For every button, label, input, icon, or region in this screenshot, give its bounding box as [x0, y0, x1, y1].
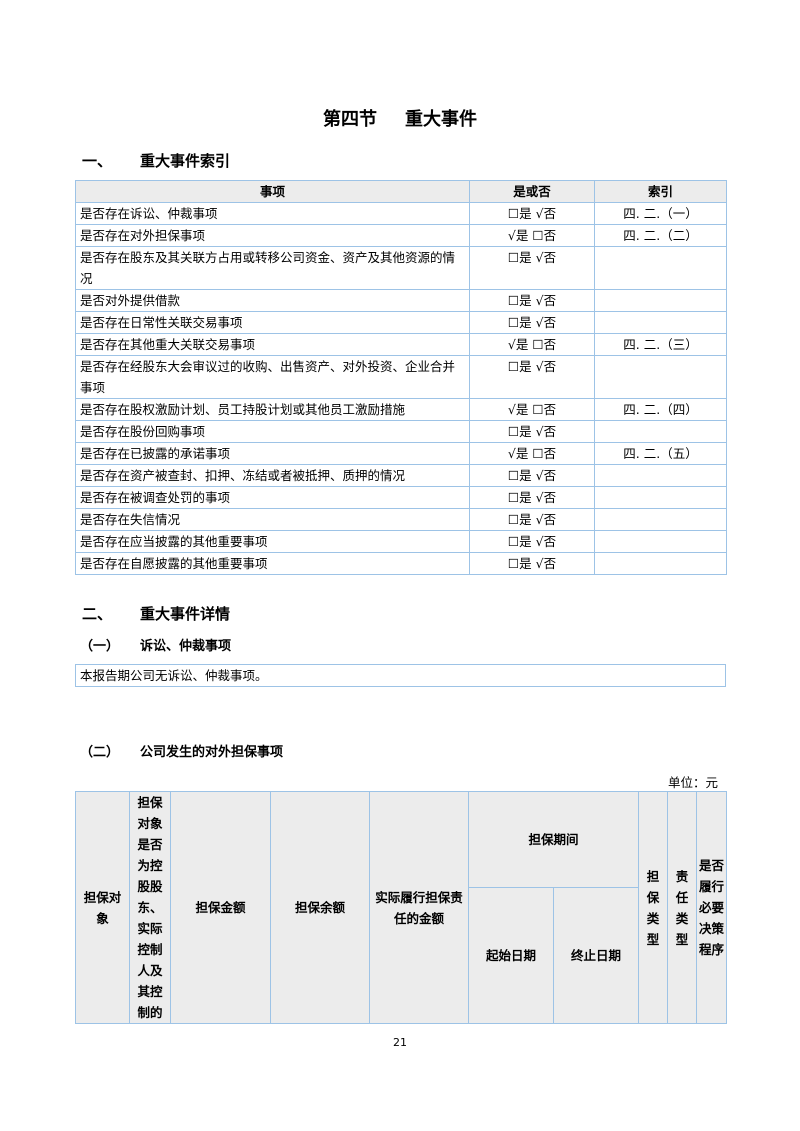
- row-index: 四. 二.（四）: [594, 398, 727, 421]
- part1-title: 重大事件索引: [140, 152, 231, 170]
- table-row: 是否存在诉讼、仲裁事项 ☐是 √否 四. 二.（一）: [75, 202, 727, 225]
- row-index: [594, 289, 727, 312]
- header-related: 担保对象是否为控股股东、实际控制人及其控制的: [129, 791, 171, 1024]
- row-item: 是否存在资产被查封、扣押、冻结或者被抵押、质押的情况: [75, 464, 470, 487]
- row-yes-no: √是 ☐否: [469, 224, 595, 247]
- row-item: 是否存在股权激励计划、员工持股计划或其他员工激励措施: [75, 398, 470, 421]
- row-index: [594, 530, 727, 553]
- row-yes-no: √是 ☐否: [469, 333, 595, 356]
- header-period: 担保期间: [467, 790, 640, 889]
- row-index: 四. 二.（三）: [594, 333, 727, 356]
- table-row: 是否存在日常性关联交易事项 ☐是 √否: [75, 311, 727, 334]
- header-procedure: 是否履行必要决策程序: [696, 791, 728, 1024]
- row-index: [594, 508, 727, 531]
- row-index: [594, 420, 727, 443]
- row-item: 是否对外提供借款: [75, 289, 470, 312]
- header-liability: 责任类型: [667, 791, 698, 1024]
- table-row: 是否对外提供借款 ☐是 √否: [75, 289, 727, 312]
- row-item: 是否存在股份回购事项: [75, 420, 470, 443]
- sub1-number: （一）: [80, 639, 120, 654]
- row-index: 四. 二.（一）: [594, 202, 727, 225]
- sub1-title: 诉讼、仲裁事项: [140, 639, 232, 654]
- sub2-title: 公司发生的对外担保事项: [140, 745, 284, 760]
- row-yes-no: √是 ☐否: [469, 442, 595, 465]
- section-title: 第四节 重大事件: [0, 105, 800, 131]
- row-yes-no: ☐是 √否: [469, 311, 595, 334]
- row-item: 是否存在诉讼、仲裁事项: [75, 202, 470, 225]
- table-row: 是否存在股份回购事项 ☐是 √否: [75, 420, 727, 443]
- row-yes-no: ☐是 √否: [469, 289, 595, 312]
- row-item: 是否存在失信情况: [75, 508, 470, 531]
- unit-label: 单位：元: [667, 775, 718, 790]
- row-yes-no: ☐是 √否: [469, 486, 595, 509]
- row-item: 是否存在已披露的承诺事项: [75, 442, 470, 465]
- part2-number: 二、: [82, 605, 113, 623]
- section-name: 重大事件: [405, 109, 477, 130]
- row-yes-no: ☐是 √否: [469, 530, 595, 553]
- table-row: 是否存在经股东大会审议过的收购、出售资产、对外投资、企业合并事项 ☐是 √否: [75, 355, 727, 399]
- row-index: 四. 二.（二）: [594, 224, 727, 247]
- sub2-number: （二）: [80, 745, 120, 760]
- row-item: 是否存在其他重大关联交易事项: [75, 333, 470, 356]
- page-number: 21: [393, 1036, 407, 1049]
- table-row: 是否存在应当披露的其他重要事项 ☐是 √否: [75, 530, 727, 553]
- row-yes-no: ☐是 √否: [469, 202, 595, 225]
- row-item: 是否存在应当披露的其他重要事项: [75, 530, 470, 553]
- part2-title: 重大事件详情: [140, 605, 231, 623]
- section-number: 第四节: [323, 109, 377, 130]
- table-row: 是否存在失信情况 ☐是 √否: [75, 508, 727, 531]
- header-start-date: 起始日期: [468, 887, 554, 1024]
- index-table: 事项 是或否 索引 是否存在诉讼、仲裁事项 ☐是 √否 四. 二.（一） 是否存在对外…: [75, 180, 727, 575]
- header-yes-no: 是或否: [469, 180, 595, 203]
- guarantee-table: 担保对象 担保对象是否为控股股东、实际控制人及其控制的 担保金额 担保余额 实际…: [75, 790, 728, 1024]
- row-yes-no: ☐是 √否: [469, 355, 595, 399]
- row-index: [594, 246, 727, 290]
- table-row: 是否存在资产被查封、扣押、冻结或者被抵押、质押的情况 ☐是 √否: [75, 464, 727, 487]
- row-item: 是否存在对外担保事项: [75, 224, 470, 247]
- row-item: 是否存在股东及其关联方占用或转移公司资金、资产及其他资源的情况: [75, 246, 470, 290]
- litigation-text: 本报告期公司无诉讼、仲裁事项。: [75, 664, 726, 687]
- row-index: [594, 486, 727, 509]
- row-item: 是否存在经股东大会审议过的收购、出售资产、对外投资、企业合并事项: [75, 355, 470, 399]
- row-item: 是否存在被调查处罚的事项: [75, 486, 470, 509]
- row-index: [594, 552, 727, 575]
- header-amount: 担保金额: [170, 791, 271, 1024]
- header-index: 索引: [594, 180, 727, 203]
- row-item: 是否存在自愿披露的其他重要事项: [75, 552, 470, 575]
- row-yes-no: ☐是 √否: [469, 420, 595, 443]
- header-balance: 担保余额: [270, 791, 370, 1024]
- header-item: 事项: [75, 180, 470, 203]
- table-row: 是否存在自愿披露的其他重要事项 ☐是 √否: [75, 552, 727, 575]
- litigation-table: 本报告期公司无诉讼、仲裁事项。: [75, 664, 726, 687]
- row-item: 是否存在日常性关联交易事项: [75, 311, 470, 334]
- header-actual: 实际履行担保责任的金额: [369, 791, 469, 1024]
- header-target: 担保对象: [75, 791, 130, 1024]
- table-row: 是否存在股东及其关联方占用或转移公司资金、资产及其他资源的情况 ☐是 √否: [75, 246, 727, 290]
- row-index: [594, 464, 727, 487]
- row-index: [594, 355, 727, 399]
- table-row: 是否存在已披露的承诺事项 √是 ☐否 四. 二.（五）: [75, 442, 727, 465]
- table-row: 是否存在其他重大关联交易事项 √是 ☐否 四. 二.（三）: [75, 333, 727, 356]
- row-index: [594, 311, 727, 334]
- table-row: 是否存在对外担保事项 √是 ☐否 四. 二.（二）: [75, 224, 727, 247]
- table-row: 是否存在被调查处罚的事项 ☐是 √否: [75, 486, 727, 509]
- table-row: 是否存在股权激励计划、员工持股计划或其他员工激励措施 √是 ☐否 四. 二.（四）: [75, 398, 727, 421]
- row-index: 四. 二.（五）: [594, 442, 727, 465]
- header-type: 担保类型: [638, 791, 669, 1024]
- row-yes-no: ☐是 √否: [469, 464, 595, 487]
- part1-number: 一、: [82, 152, 113, 170]
- row-yes-no: ☐是 √否: [469, 552, 595, 575]
- row-yes-no: ☐是 √否: [469, 508, 595, 531]
- header-end-date: 终止日期: [552, 887, 640, 1024]
- row-yes-no: √是 ☐否: [469, 398, 595, 421]
- row-yes-no: ☐是 √否: [469, 246, 595, 290]
